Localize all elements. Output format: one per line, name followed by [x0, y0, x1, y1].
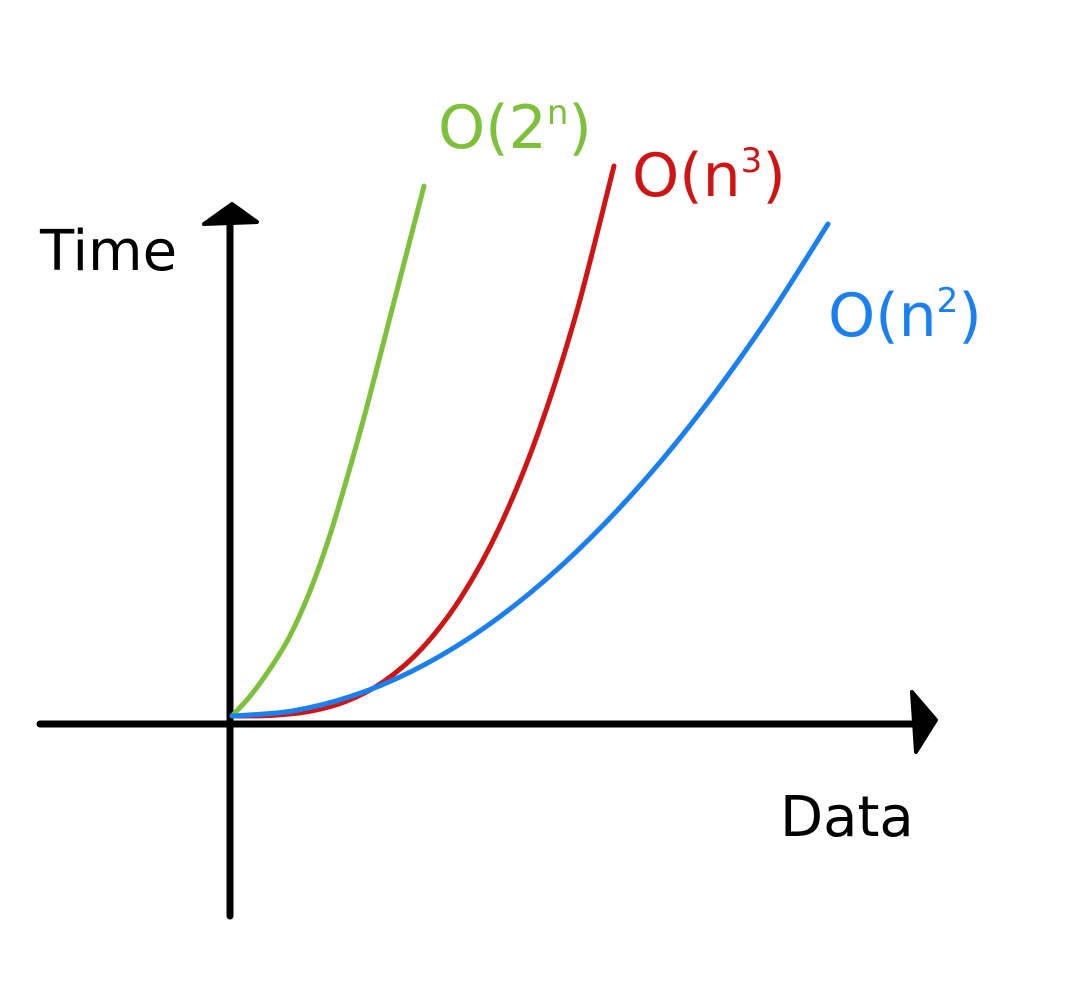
series-quadratic-label-base: O(n — [828, 281, 937, 351]
series-exponential-label-close: ) — [568, 93, 591, 163]
series-exponential-label-base: O(2 — [438, 93, 547, 163]
series-quadratic-line — [229, 221, 831, 719]
series-quadratic-label-close: ) — [958, 281, 981, 351]
series-cubic-label-base: O(n — [632, 141, 741, 211]
series-layer — [229, 163, 831, 719]
x-axis-arrowhead — [910, 690, 938, 754]
series-cubic-label: O(n3) — [632, 141, 786, 211]
series-exponential-label-exponent: n — [547, 93, 569, 133]
series-cubic-line — [229, 163, 617, 719]
y-axis-label: Time — [39, 219, 177, 284]
series-exponential-line — [229, 183, 427, 719]
series-exponential-label: O(2n) — [438, 93, 592, 163]
series-label-layer: O(2n)O(n3)O(n2) — [438, 93, 982, 351]
series-quadratic-label-exponent: 2 — [937, 281, 959, 321]
series-cubic-label-exponent: 3 — [741, 141, 763, 181]
series-cubic-label-close: ) — [762, 141, 785, 211]
y-axis-arrowhead — [202, 202, 259, 226]
x-axis-label: Data — [780, 785, 914, 850]
series-quadratic-label: O(n2) — [828, 281, 982, 351]
